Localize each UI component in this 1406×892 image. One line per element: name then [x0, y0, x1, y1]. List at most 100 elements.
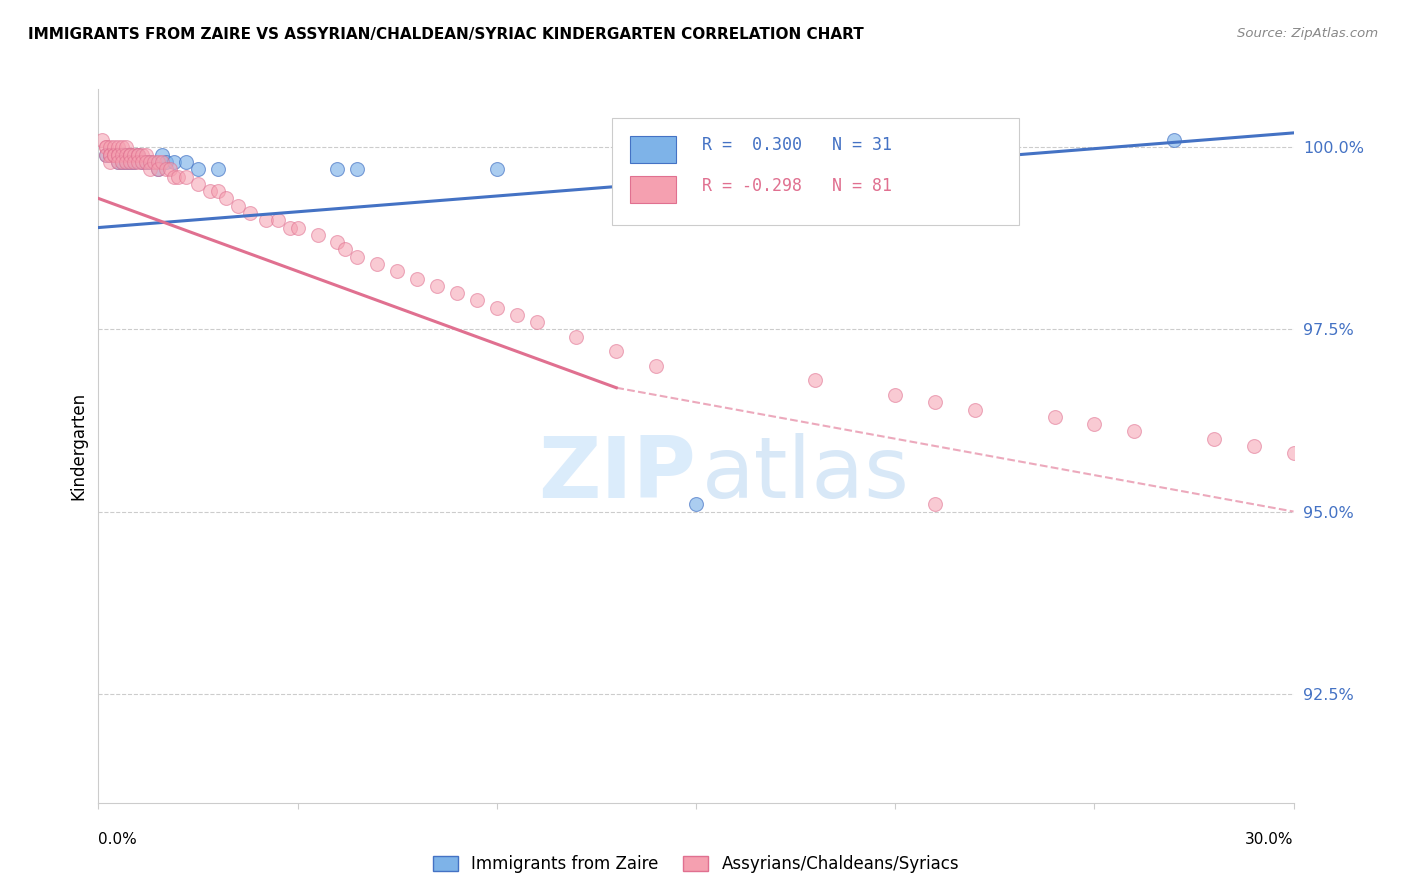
Point	[96, 147, 118, 161]
Text: atlas: atlas	[702, 433, 910, 516]
Point	[100, 147, 122, 161]
Point	[96, 140, 118, 154]
Point	[963, 402, 986, 417]
Point	[174, 155, 197, 169]
Point	[127, 147, 149, 161]
Point	[326, 162, 349, 177]
Point	[139, 155, 162, 169]
Point	[366, 257, 388, 271]
Point	[96, 140, 118, 154]
Point	[127, 147, 149, 161]
Text: Source: ZipAtlas.com: Source: ZipAtlas.com	[1237, 27, 1378, 40]
Text: R =  0.300   N = 31: R = 0.300 N = 31	[702, 136, 891, 153]
Point	[100, 147, 122, 161]
Point	[139, 162, 162, 177]
Point	[307, 227, 329, 242]
Point	[100, 147, 122, 161]
Point	[100, 155, 122, 169]
Point	[406, 271, 429, 285]
Text: IMMIGRANTS FROM ZAIRE VS ASSYRIAN/CHALDEAN/SYRIAC KINDERGARTEN CORRELATION CHART: IMMIGRANTS FROM ZAIRE VS ASSYRIAN/CHALDE…	[28, 27, 863, 42]
Point	[107, 147, 129, 161]
Point	[131, 147, 153, 161]
Point	[115, 155, 138, 169]
Point	[103, 147, 125, 161]
Text: ZIP: ZIP	[538, 433, 696, 516]
Point	[91, 133, 114, 147]
Point	[107, 147, 129, 161]
Point	[111, 147, 134, 161]
Point	[198, 184, 221, 198]
Point	[207, 162, 229, 177]
Point	[254, 213, 277, 227]
Point	[163, 169, 186, 184]
Point	[120, 155, 142, 169]
Point	[96, 147, 118, 161]
Point	[155, 162, 177, 177]
FancyBboxPatch shape	[613, 118, 1018, 225]
Point	[135, 147, 157, 161]
Point	[143, 155, 166, 169]
Point	[148, 162, 170, 177]
Point	[335, 243, 357, 257]
Point	[107, 147, 129, 161]
Point	[135, 155, 157, 169]
Point	[100, 147, 122, 161]
Point	[346, 162, 368, 177]
Point	[111, 155, 134, 169]
Point	[103, 147, 125, 161]
Point	[103, 147, 125, 161]
Point	[139, 155, 162, 169]
Point	[924, 497, 946, 511]
Point	[150, 155, 173, 169]
Point	[163, 155, 186, 169]
Point	[565, 330, 588, 344]
Point	[485, 162, 508, 177]
Point	[111, 155, 134, 169]
Text: R = -0.298   N = 81: R = -0.298 N = 81	[702, 177, 891, 194]
Point	[124, 147, 146, 161]
Point	[111, 140, 134, 154]
Y-axis label: Kindergarten: Kindergarten	[69, 392, 87, 500]
Point	[924, 395, 946, 409]
Point	[115, 147, 138, 161]
Point	[107, 155, 129, 169]
Point	[346, 250, 368, 264]
Point	[120, 147, 142, 161]
Point	[187, 162, 209, 177]
Point	[167, 169, 190, 184]
Point	[485, 301, 508, 315]
Point	[155, 155, 177, 169]
Point	[446, 286, 468, 301]
Point	[135, 155, 157, 169]
Point	[804, 374, 827, 388]
Point	[150, 147, 173, 161]
Point	[1043, 409, 1066, 424]
Point	[115, 155, 138, 169]
Point	[174, 169, 197, 184]
Point	[1083, 417, 1105, 432]
Point	[645, 359, 668, 373]
Point	[385, 264, 409, 278]
Point	[187, 177, 209, 191]
Legend: Immigrants from Zaire, Assyrians/Chaldeans/Syriacs: Immigrants from Zaire, Assyrians/Chaldea…	[426, 849, 966, 880]
Point	[426, 278, 449, 293]
Point	[131, 155, 153, 169]
Point	[685, 497, 707, 511]
Point	[278, 220, 301, 235]
Text: 0.0%: 0.0%	[98, 832, 138, 847]
Point	[207, 184, 229, 198]
Point	[120, 155, 142, 169]
Point	[120, 147, 142, 161]
FancyBboxPatch shape	[630, 136, 676, 162]
Point	[115, 147, 138, 161]
Point	[326, 235, 349, 249]
Point	[1202, 432, 1225, 446]
Point	[1243, 439, 1265, 453]
Point	[226, 199, 249, 213]
Point	[120, 147, 142, 161]
Point	[107, 147, 129, 161]
Point	[159, 162, 181, 177]
Point	[1163, 133, 1185, 147]
Point	[103, 140, 125, 154]
Point	[115, 140, 138, 154]
